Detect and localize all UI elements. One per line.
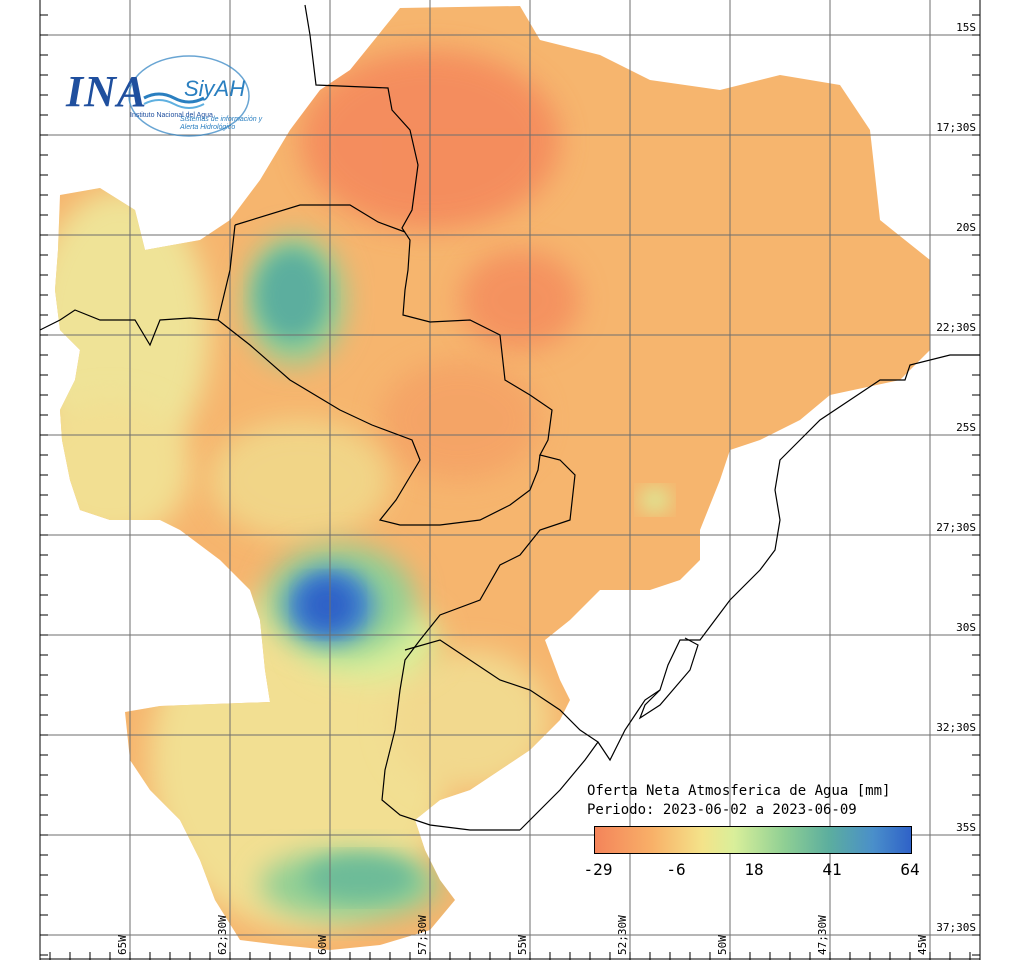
longitude-label: 55W: [516, 935, 529, 955]
legend-tick-label: 64: [900, 860, 920, 879]
longitude-label: 47;30W: [816, 915, 829, 955]
latitude-label: 37;30S: [936, 921, 976, 934]
latitude-label: 17;30S: [936, 121, 976, 134]
legend-title-line2: Periodo: 2023-06-02 a 2023-06-09: [587, 802, 857, 818]
latitude-label: 15S: [956, 21, 976, 34]
latitude-label: 32;30S: [936, 721, 976, 734]
latitude-label: 27;30S: [936, 521, 976, 534]
legend-color-bar: [594, 826, 912, 854]
latitude-labels: 15S 17;30S 20S 22;30S 25S 27;30S 30S 32;30S 35S 3…: [936, 21, 976, 934]
logo-institute-name: Instituto Nacional del Agua: [130, 112, 213, 119]
logo-wave-icon: [128, 55, 250, 137]
longitude-label: 45W: [916, 935, 929, 955]
latitude-label: 20S: [956, 221, 976, 234]
longitude-label: 50W: [716, 935, 729, 955]
latitude-label: 25S: [956, 421, 976, 434]
frame-ticks: [40, 14, 980, 960]
longitude-labels: 65W 62;30W 60W 57;30W 55W 52;30W 50W 47;30W 45W: [116, 915, 929, 955]
logo-system-name: Sistemas de información y Alerta Hidroló…: [180, 116, 263, 131]
longitude-label: 60W: [316, 935, 329, 955]
longitude-label: 52;30W: [616, 915, 629, 955]
graticule: [40, 0, 980, 960]
longitude-label: 65W: [116, 935, 129, 955]
latitude-label: 30S: [956, 621, 976, 634]
legend-tick-label: 18: [744, 860, 764, 879]
logo-siyah-text: SiyAH: [184, 76, 246, 101]
legend-title-line1: Oferta Neta Atmosferica de Agua [mm]: [587, 783, 891, 799]
legend-title: Oferta Neta Atmosferica de Agua [mm] Per…: [587, 782, 890, 820]
longitude-label: 57;30W: [416, 915, 429, 955]
legend-tick-label: -29: [583, 860, 613, 879]
longitude-label: 62;30W: [216, 915, 229, 955]
legend-tick-label: 41: [822, 860, 842, 879]
logo-ina-text: INA: [66, 67, 148, 116]
political-boundaries: [39, 4, 980, 831]
latitude-label: 22;30S: [936, 321, 976, 334]
latitude-label: 35S: [956, 821, 976, 834]
ina-siyah-logo: INA SiyAH Instituto Nacional del Agua Si…: [64, 48, 274, 144]
legend-tick-label: -6: [666, 860, 686, 879]
